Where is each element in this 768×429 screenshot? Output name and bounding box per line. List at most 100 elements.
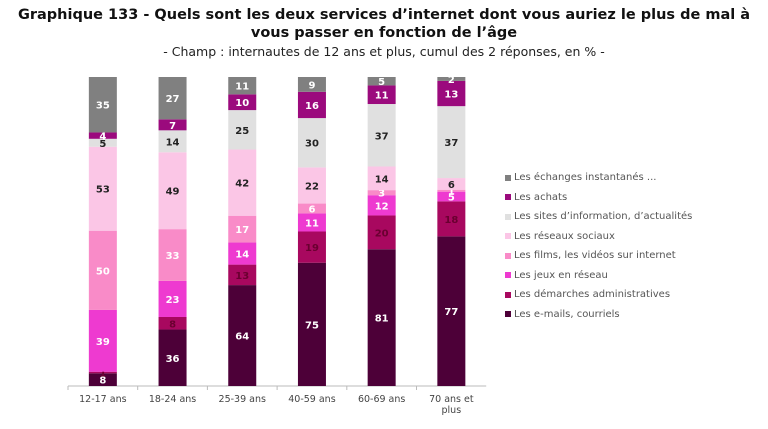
bar-segment <box>437 80 466 107</box>
bar-segment <box>367 195 396 216</box>
bar-segment <box>367 166 396 191</box>
bar-segment <box>88 132 117 139</box>
data-label: 6 <box>308 204 315 215</box>
data-label: 75 <box>305 320 319 331</box>
data-label: 20 <box>375 228 389 239</box>
data-label: 1 <box>99 369 106 380</box>
legend-item: Les échanges instantanés ... <box>505 168 692 188</box>
bar-segment <box>228 94 257 111</box>
bar-segment <box>158 316 187 330</box>
bar-segment <box>437 191 466 202</box>
chart-title: Graphique 133 - Quels sont les deux serv… <box>17 7 751 41</box>
bar-segment <box>158 329 187 386</box>
bar-segment <box>158 130 187 153</box>
data-label: 9 <box>308 80 315 91</box>
x-tick-label: plus <box>442 405 462 416</box>
x-tick-label: 25-39 ans <box>219 394 266 405</box>
data-label: 16 <box>305 101 319 112</box>
legend-label: Les jeux en réseau <box>514 269 608 281</box>
data-label: 35 <box>96 101 110 112</box>
data-label: 17 <box>235 225 249 236</box>
bar-segment <box>367 190 396 196</box>
bar-segment <box>437 189 466 192</box>
data-label: 49 <box>166 187 180 198</box>
data-label: 12 <box>375 201 389 212</box>
legend-label: Les sites d’information, d’actualités <box>514 211 693 223</box>
data-label: 36 <box>166 354 180 365</box>
data-label: 5 <box>378 77 385 88</box>
bar-segment <box>228 264 257 286</box>
bar-segment <box>297 262 326 386</box>
bar-segment <box>437 178 466 190</box>
legend-swatch <box>505 291 511 298</box>
bar-segment <box>158 77 187 120</box>
data-label: 50 <box>96 266 110 277</box>
bar-segment <box>88 138 117 147</box>
data-label: 14 <box>166 137 180 148</box>
legend-swatch <box>505 272 511 279</box>
legend-swatch <box>505 174 511 181</box>
legend-label: Les réseaux sociaux <box>514 230 615 242</box>
legend-item: Les films, les vidéos sur internet <box>505 246 692 266</box>
data-label: 30 <box>305 139 319 150</box>
data-label: 25 <box>235 126 249 137</box>
data-label: 22 <box>305 181 319 192</box>
x-tick-label: 60-69 ans <box>358 394 405 405</box>
data-label: 5 <box>99 139 106 150</box>
data-label: 14 <box>235 250 249 261</box>
data-label: 13 <box>235 271 249 282</box>
data-label: 2 <box>448 75 455 86</box>
data-label: 11 <box>305 218 319 229</box>
bar-segment <box>228 110 257 150</box>
x-tick-label: 18-24 ans <box>149 394 196 405</box>
bar-segment <box>158 119 187 131</box>
legend-label: Les démarches administratives <box>514 289 671 301</box>
bar-segment <box>437 106 466 179</box>
bar-segment <box>158 280 187 317</box>
data-label: 39 <box>96 337 110 348</box>
data-label: 53 <box>96 185 110 196</box>
chart-subtitle: - Champ : internautes de 12 ans et plus,… <box>163 44 605 59</box>
legend-swatch <box>505 194 511 201</box>
legend-swatch <box>505 252 511 259</box>
legend-item: Les démarches administratives <box>505 285 692 305</box>
bar-segment <box>297 91 326 119</box>
data-label: 37 <box>375 131 389 142</box>
data-label: 1 <box>448 187 455 198</box>
bar-segment <box>158 229 187 281</box>
bar-segment <box>437 201 466 237</box>
data-label: 42 <box>235 179 249 190</box>
legend: Les échanges instantanés ... Les achats Le… <box>505 168 692 324</box>
bar-segment <box>367 104 396 167</box>
data-label: 81 <box>375 314 389 325</box>
data-label: 19 <box>305 243 319 254</box>
data-label: 23 <box>166 295 180 306</box>
bar-segment <box>228 149 257 216</box>
legend-item: Les achats <box>505 188 692 208</box>
data-label: 5 <box>448 193 455 204</box>
bar-segment <box>367 215 396 250</box>
data-label: 3 <box>378 189 385 200</box>
data-label: 64 <box>235 332 249 343</box>
data-label: 14 <box>375 174 389 185</box>
bar-segment <box>158 152 187 230</box>
data-label: 27 <box>166 94 180 105</box>
bar-segment <box>228 77 257 95</box>
bar-segment <box>367 249 396 386</box>
legend-item: Les e-mails, courriels <box>505 305 692 325</box>
data-label: 7 <box>169 121 176 132</box>
bar-segment <box>297 118 326 168</box>
legend-swatch <box>505 213 511 220</box>
bar-segment <box>437 236 466 386</box>
data-label: 4 <box>99 132 106 143</box>
data-label: 33 <box>166 251 180 262</box>
bar-segment <box>88 309 117 372</box>
bar-segment <box>88 77 117 133</box>
bar-segment <box>297 167 326 204</box>
bar-segment <box>297 203 326 214</box>
data-label: 77 <box>444 307 458 318</box>
legend-item: Les jeux en réseau <box>505 266 692 286</box>
bar-segment <box>437 77 466 81</box>
data-label: 37 <box>444 138 458 149</box>
